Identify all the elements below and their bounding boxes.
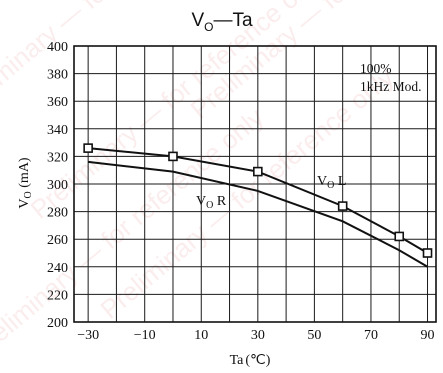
y-tick-label: 220 — [47, 288, 68, 303]
y-axis-label: VO (mA) — [17, 157, 34, 209]
y-tick-label: 240 — [47, 261, 68, 276]
chart-title: VO—Ta — [191, 10, 253, 34]
y-tick-label: 340 — [47, 123, 68, 138]
series — [83, 143, 433, 268]
x-tick-labels: −30 −10 10 30 50 70 90 — [77, 328, 434, 343]
series-label-vo-l: VO L — [317, 174, 346, 191]
data-point-vo-l — [394, 231, 405, 242]
x-tick-label: −10 — [134, 328, 156, 343]
x-tick-label: −30 — [77, 328, 99, 343]
x-tick-label: 10 — [194, 328, 208, 343]
series-label-vo-r: VO R — [196, 194, 227, 211]
x-tick-label: 30 — [251, 328, 265, 343]
y-tick-label: 360 — [47, 95, 68, 110]
y-tick-label: 280 — [47, 206, 68, 221]
x-tick-label: 90 — [421, 328, 435, 343]
x-axis-label: Ta (℃) — [230, 353, 271, 368]
modulation-annotation-line2: 1kHz Mod. — [360, 79, 422, 94]
y-tick-label: 320 — [47, 150, 68, 165]
x-tick-label: 50 — [307, 328, 321, 343]
data-point-vo-l — [337, 201, 348, 211]
y-tick-label: 300 — [47, 178, 68, 193]
data-point-vo-l — [253, 166, 263, 177]
y-tick-label: 380 — [47, 68, 68, 83]
y-tick-label: 200 — [47, 316, 68, 331]
data-point-vo-l — [83, 143, 93, 153]
y-tick-labels: 200 220 240 260 280 300 320 340 360 380 400 — [47, 40, 68, 331]
plot-frame — [73, 45, 437, 323]
y-tick-label: 260 — [47, 233, 68, 248]
data-point-vo-l — [422, 248, 433, 258]
data-point-vo-l — [168, 151, 178, 162]
series-line-vo-r — [87, 160, 429, 268]
modulation-annotation-line1: 100% — [360, 61, 392, 76]
y-tick-label: 400 — [47, 40, 68, 55]
x-tick-label: 70 — [364, 328, 378, 343]
